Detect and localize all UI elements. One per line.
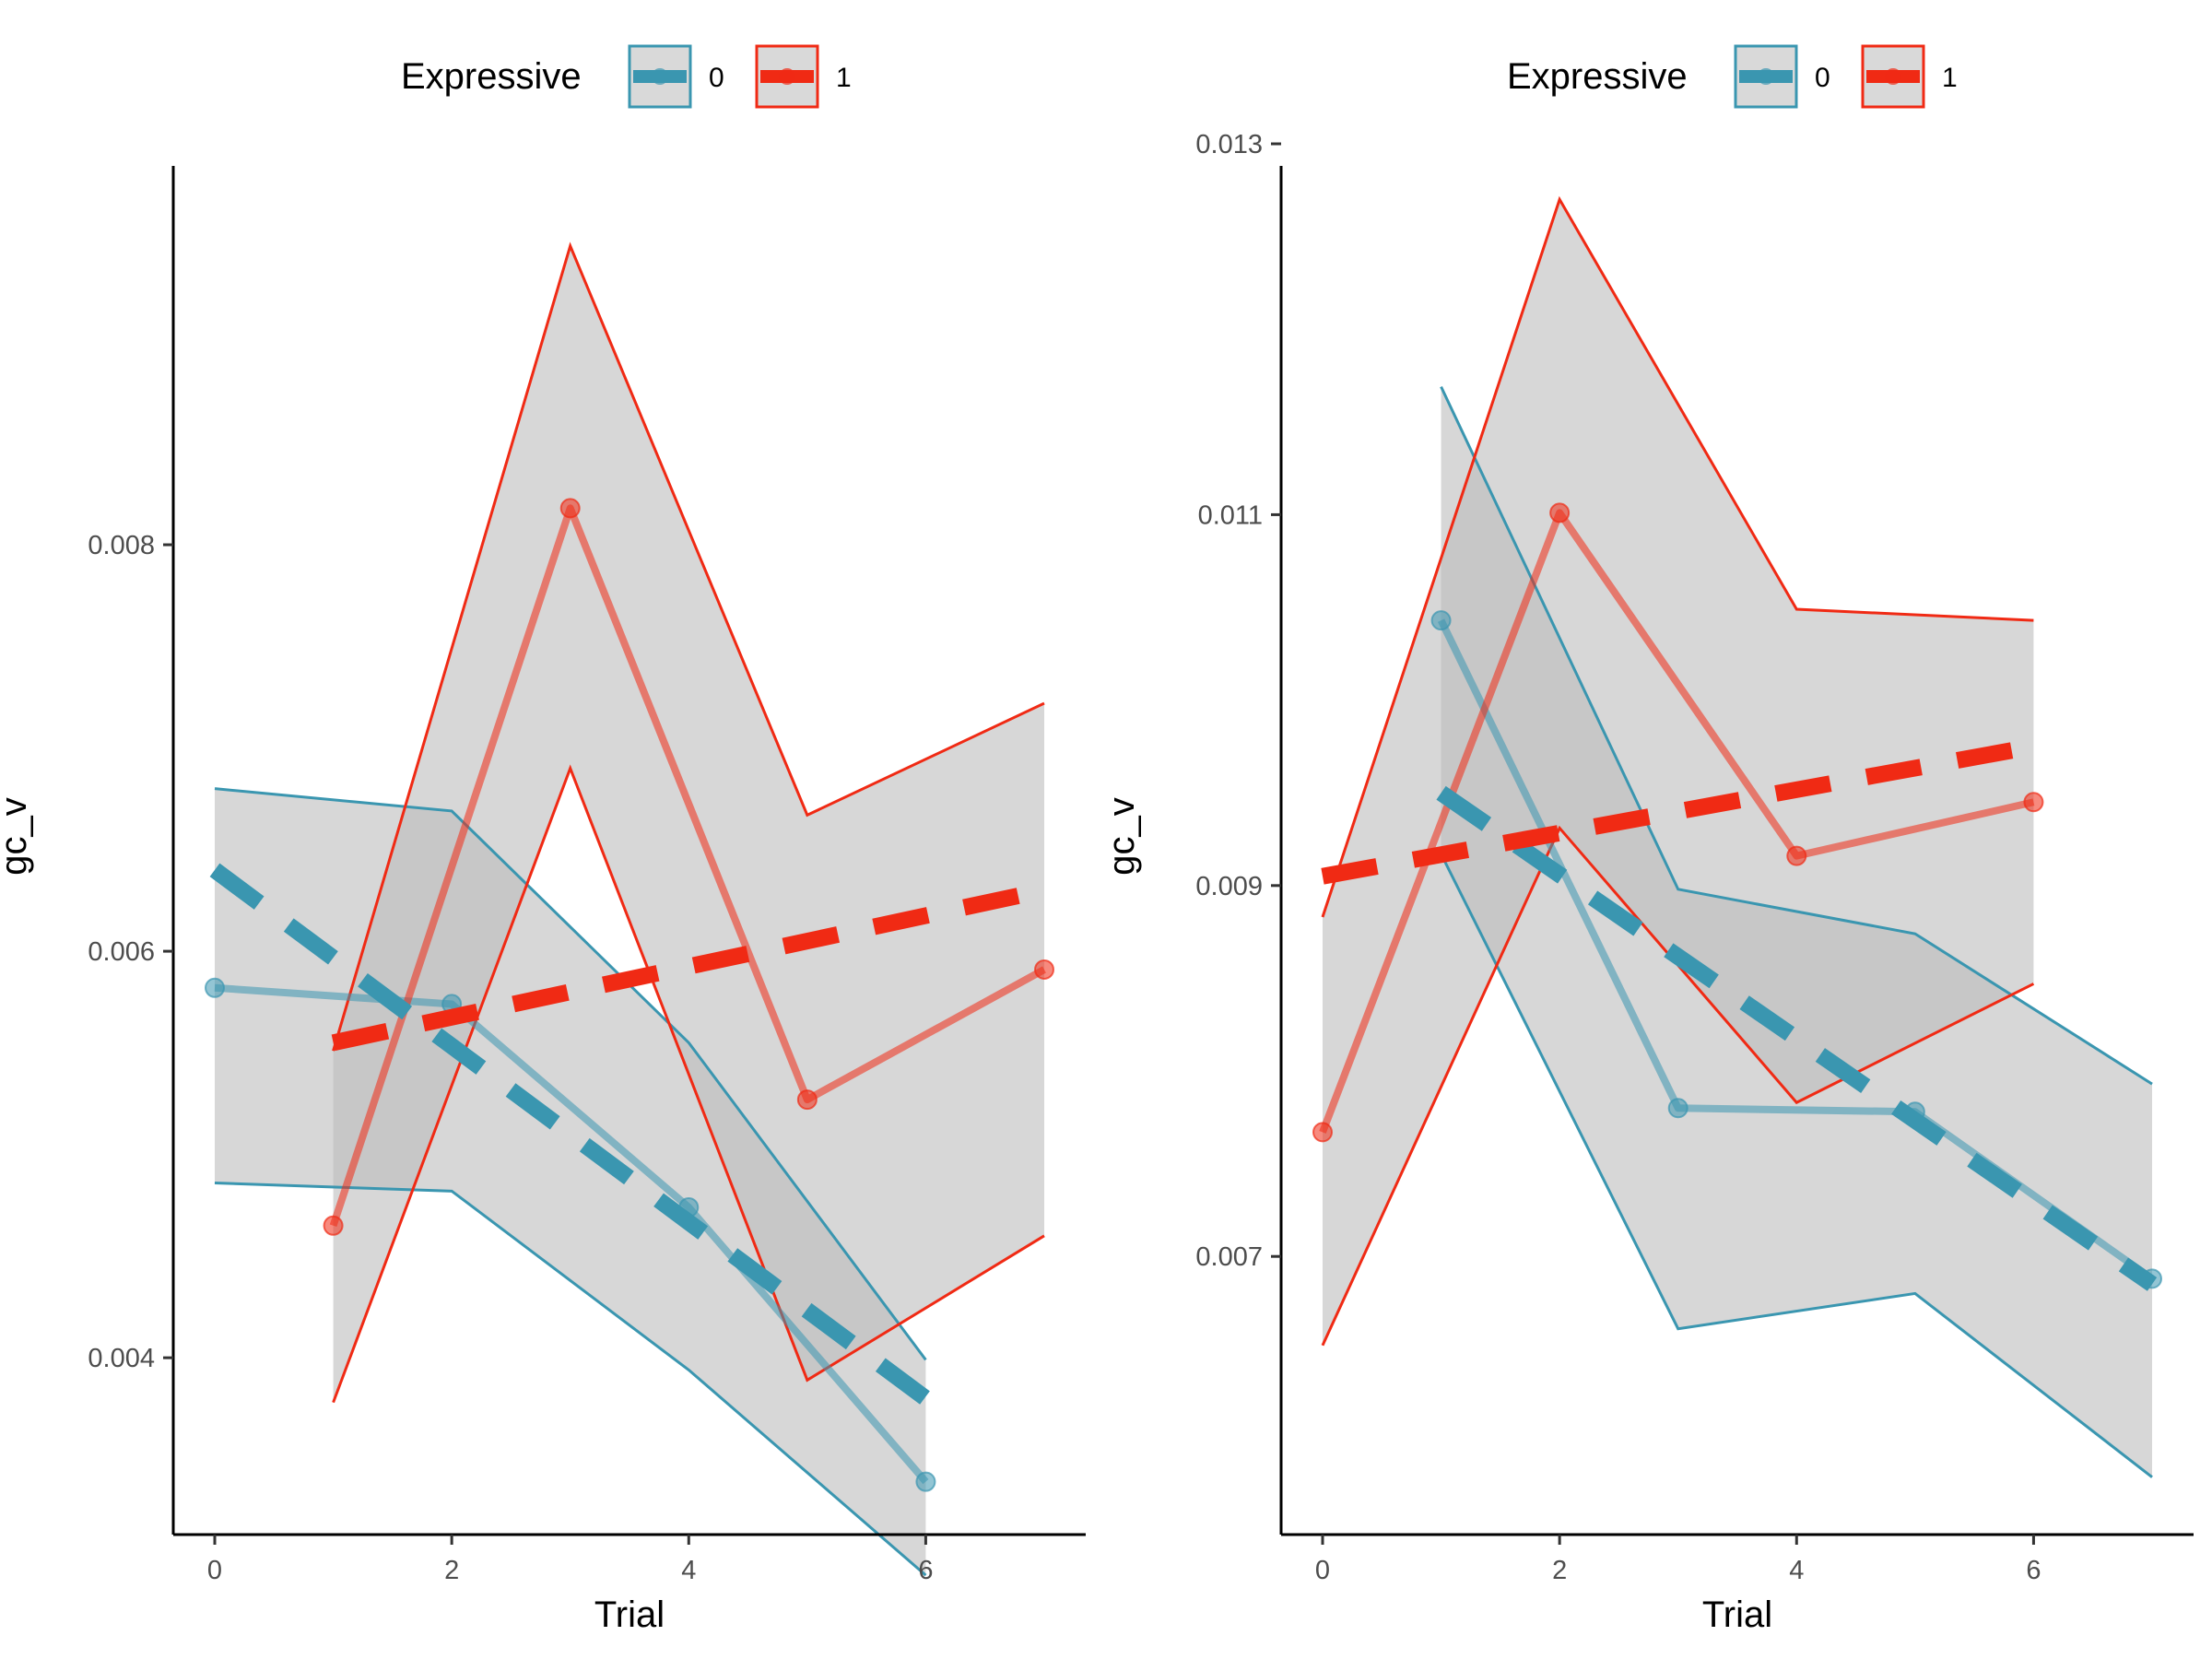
- right-panel: 0 2 4 6 0.007 0.009 0.011 0.013 Trial gc_v Express…: [1101, 44, 2194, 1635]
- series-line-0: [214, 983, 929, 1485]
- legend-label-1: 1: [1942, 63, 1958, 93]
- series-line-1: [329, 504, 1046, 1228]
- ci-upper-line-0: [1440, 385, 2153, 1086]
- trend-line-0: [209, 863, 931, 1406]
- legend-label-0: 0: [709, 63, 724, 93]
- y-tick-label: 0.009: [1195, 872, 1263, 901]
- legend-title: Expressive: [1507, 56, 1688, 97]
- data-point: [796, 1089, 818, 1111]
- legend-key-1: [1861, 44, 1925, 109]
- trend-line-0: [1436, 785, 2158, 1291]
- data-point: [2023, 792, 2044, 813]
- data-point: [1786, 845, 1807, 866]
- y-tick-label: 0.006: [88, 937, 155, 967]
- legend-label-1: 1: [836, 63, 852, 93]
- data-point: [915, 1471, 936, 1492]
- data-point: [1430, 610, 1452, 631]
- x-axis-title: Trial: [1702, 1594, 1772, 1635]
- y-tick-label: 0.013: [1195, 130, 1263, 159]
- legend-key-1: [755, 44, 819, 109]
- x-tick-label: 0: [207, 1556, 222, 1585]
- series-line-1: [1319, 509, 2035, 1134]
- legend-key-point: [1758, 68, 1774, 85]
- legend-label-0: 0: [1815, 63, 1830, 93]
- trend-line-1: [1321, 738, 2036, 885]
- data-point: [1312, 1122, 1333, 1143]
- y-axis-title: gc_v: [1101, 797, 1142, 876]
- legend-key-point: [652, 68, 668, 85]
- data-point: [1667, 1098, 1688, 1119]
- ci-ribbon-1: [333, 245, 1045, 1403]
- x-tick-label: 6: [918, 1556, 933, 1585]
- data-point: [205, 977, 225, 998]
- ci-lower-line-1: [332, 764, 1045, 1404]
- data-point: [559, 498, 581, 519]
- ci-ribbon-1: [1323, 199, 2034, 1346]
- x-tick-label: 4: [1789, 1556, 1804, 1585]
- y-tick-label: 0.008: [88, 531, 155, 560]
- y-tick-label: 0.011: [1198, 500, 1263, 530]
- ci-lower-line-0: [214, 1181, 927, 1577]
- legend-key-0: [628, 44, 692, 109]
- ci-upper-line-0: [214, 787, 927, 1361]
- legend-title: Expressive: [401, 56, 582, 97]
- x-tick-label: 0: [1315, 1556, 1330, 1585]
- x-tick-label: 2: [1552, 1556, 1567, 1585]
- ci-upper-line-1: [332, 241, 1045, 1052]
- y-tick-label: 0.004: [88, 1344, 155, 1373]
- x-tick-label: 6: [2026, 1556, 2041, 1585]
- ci-upper-line-1: [1321, 195, 2034, 918]
- ci-lower-line-0: [1440, 853, 2153, 1478]
- y-tick-label: 0.007: [1195, 1242, 1263, 1272]
- left-panel: 0 2 4 6 0.004 0.006 0.008 Trial gc_v Expressive 0 1: [0, 44, 1086, 1635]
- data-point: [1034, 959, 1054, 980]
- legend-key-point: [1885, 68, 1901, 85]
- x-axis-title: Trial: [594, 1594, 665, 1635]
- x-tick-label: 4: [681, 1556, 696, 1585]
- data-point: [323, 1215, 344, 1236]
- y-axis-title: gc_v: [0, 797, 34, 876]
- trend-line-1: [331, 882, 1046, 1052]
- legend-key-0: [1734, 44, 1798, 109]
- series-line-0: [1437, 618, 2155, 1282]
- x-tick-label: 2: [444, 1556, 459, 1585]
- legend-key-point: [779, 68, 795, 85]
- data-point: [1549, 502, 1571, 524]
